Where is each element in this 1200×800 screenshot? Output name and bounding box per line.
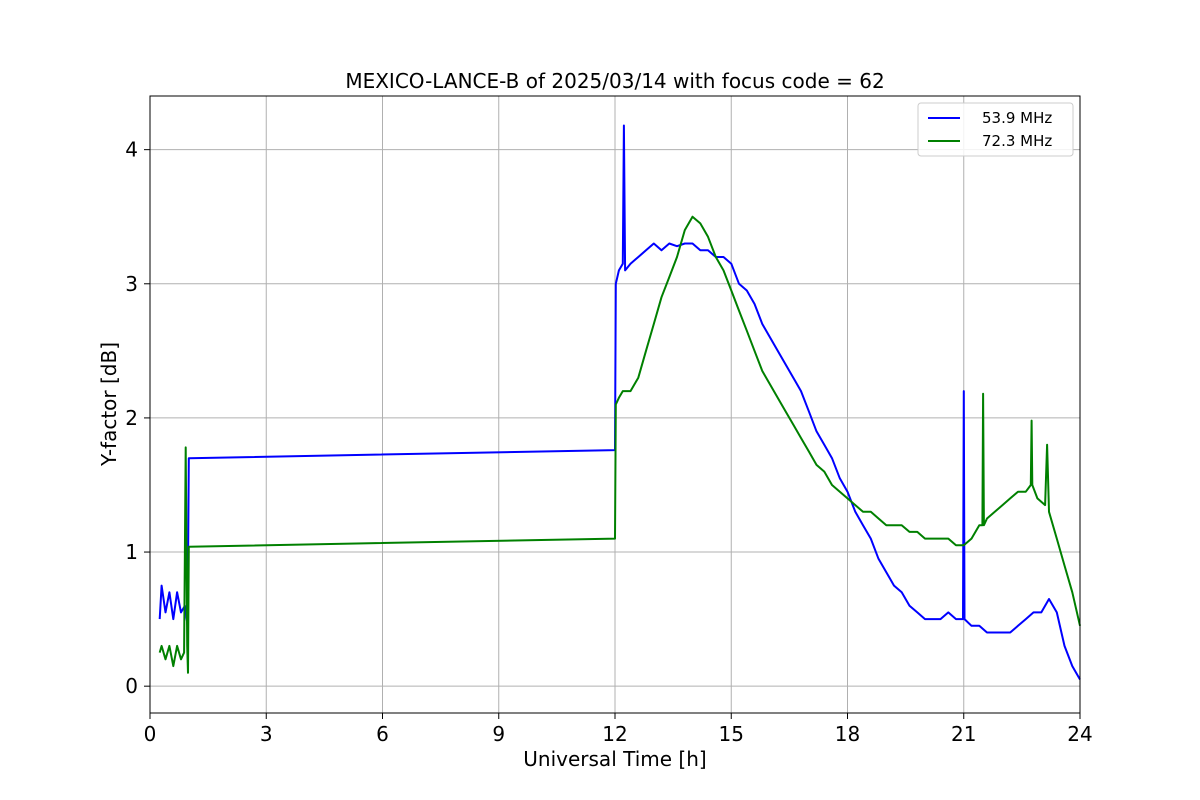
y-tick-label: 2 [125,406,138,430]
x-tick-label: 0 [144,722,157,746]
y-tick-label: 4 [125,138,138,162]
x-axis-label: Universal Time [h] [523,747,706,771]
x-tick-label: 6 [376,722,389,746]
y-tick-label: 0 [125,674,138,698]
series-layer [158,124,1081,680]
series-line-2 [158,215,1081,674]
chart-title: MEXICO-LANCE-B of 2025/03/14 with focus … [345,69,884,93]
y-axis-label: Y-factor [dB] [97,342,121,467]
series-line-1 [158,124,1081,680]
legend: 53.9 MHz 72.3 MHz [917,102,1074,157]
y-tick-label: 1 [125,540,138,564]
x-tick-label: 24 [1067,722,1092,746]
y-tick-label: 3 [125,272,138,296]
x-tick-label: 18 [835,722,860,746]
legend-label: 72.3 MHz [982,132,1052,150]
x-tick-label: 9 [492,722,505,746]
legend-label: 53.9 MHz [982,109,1052,127]
x-tick-label: 3 [260,722,273,746]
x-tick-label: 21 [951,722,976,746]
x-tick-label: 15 [719,722,744,746]
legend-box [917,102,1074,157]
x-tick-label: 12 [602,722,627,746]
